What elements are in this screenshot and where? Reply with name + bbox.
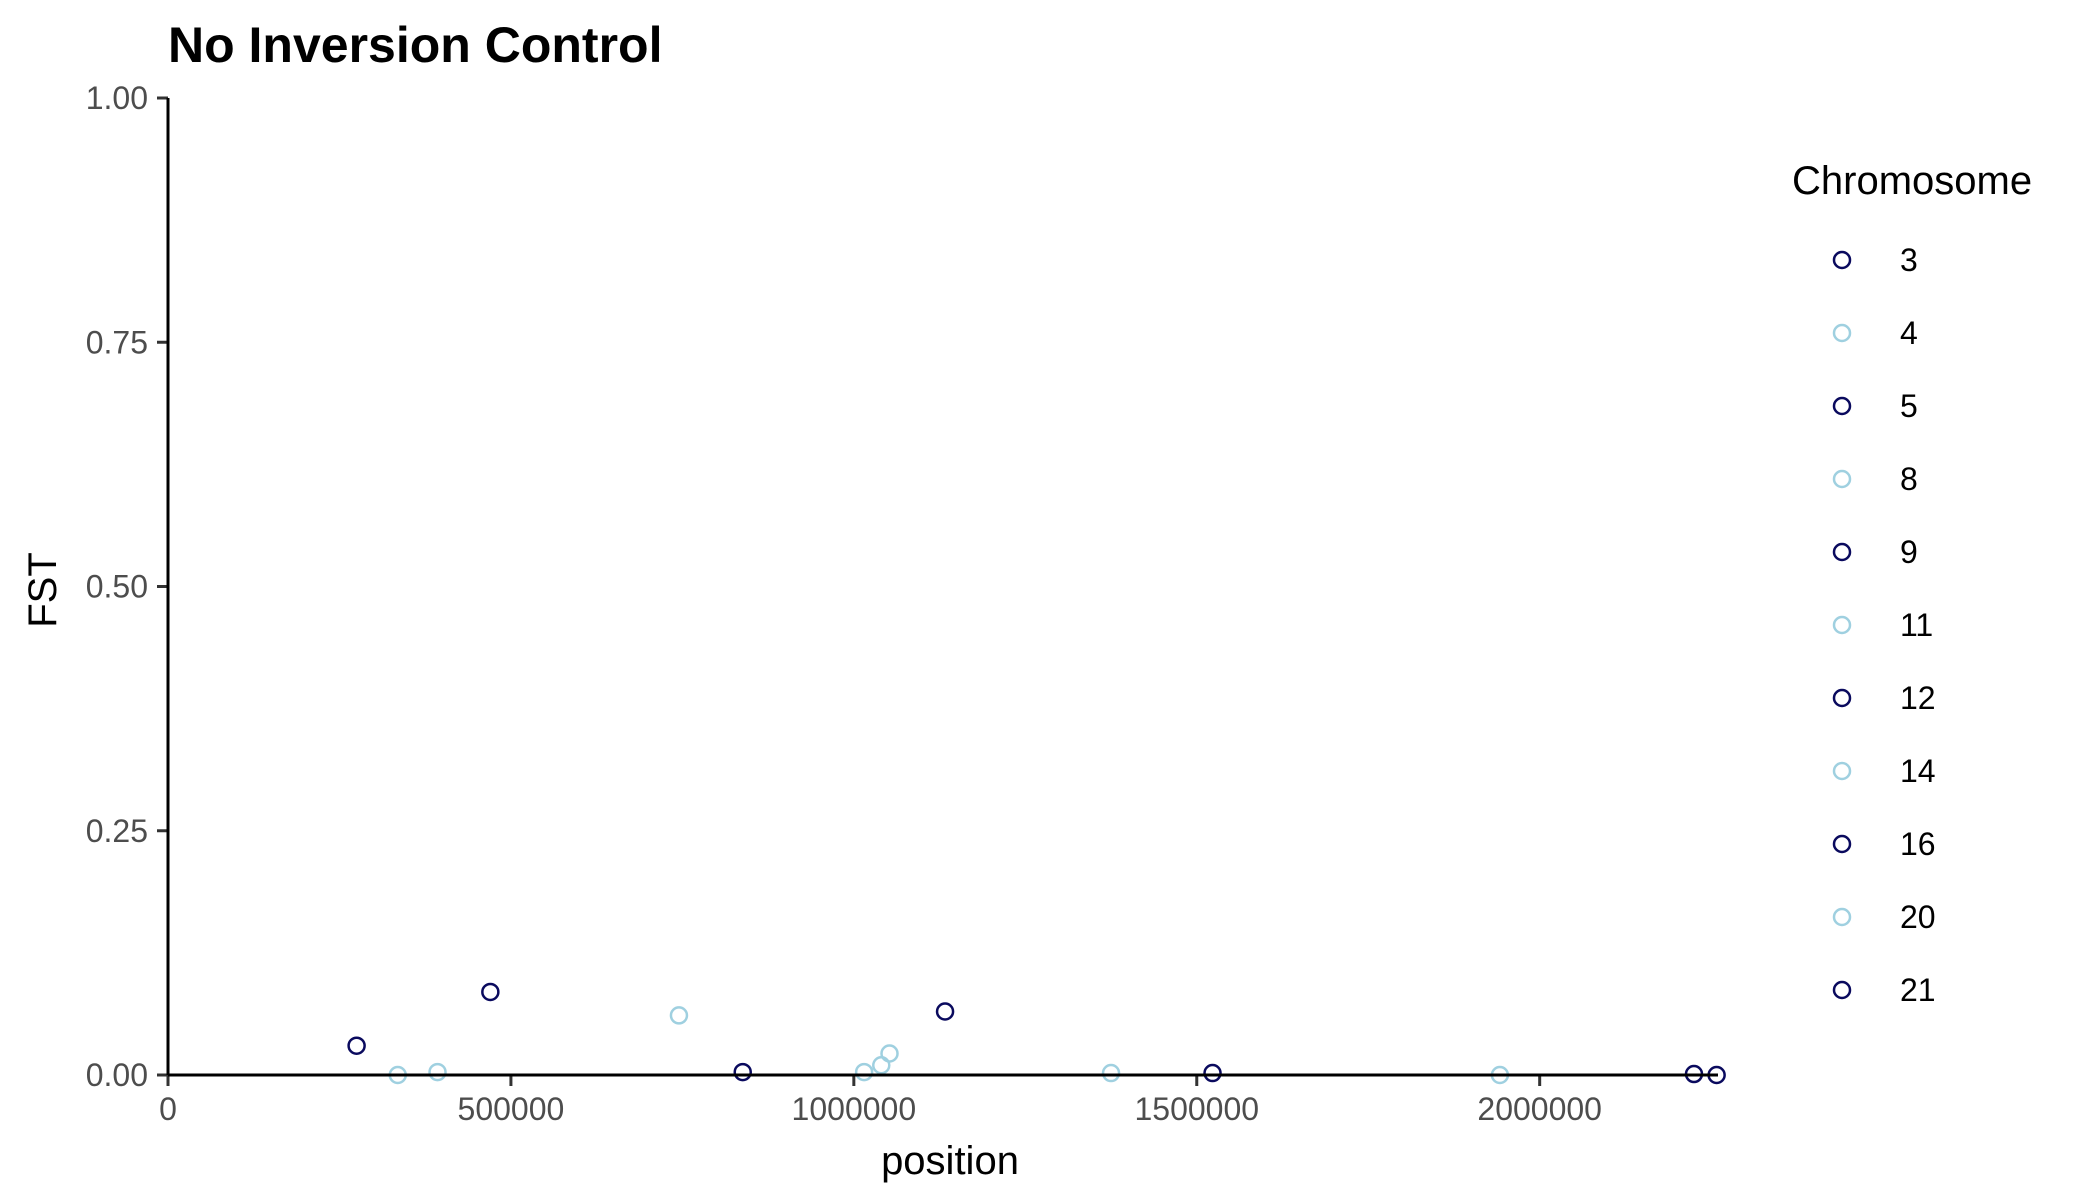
y-tick-label: 0.25 [86, 813, 148, 849]
x-axis-title: position [881, 1139, 1019, 1183]
y-tick-label: 1.00 [86, 80, 148, 116]
legend-key [1832, 834, 1852, 854]
y-tick-label: 0.00 [86, 1057, 148, 1093]
x-axis-ticks: 0 500000 1000000 1500000 2000000 [159, 1075, 1602, 1127]
legend-label: 16 [1900, 826, 1936, 862]
legend-key [1832, 761, 1852, 781]
legend-entries: 3 4 5 8 9 11 12 14 16 20 21 [1832, 242, 1936, 1008]
legend-label: 20 [1900, 899, 1936, 935]
data-point [347, 1036, 366, 1055]
data-point [428, 1062, 447, 1082]
x-tick-label: 2000000 [1477, 1091, 1602, 1127]
legend-label: 11 [1900, 607, 1933, 643]
legend-label: 4 [1900, 315, 1918, 351]
legend-label: 12 [1900, 680, 1936, 716]
data-point [1203, 1063, 1222, 1083]
legend-key [1832, 469, 1852, 489]
y-tick-label: 0.75 [86, 324, 148, 360]
x-tick-label: 500000 [458, 1091, 565, 1127]
y-axis-ticks: 0.00 0.25 0.50 0.75 1.00 [86, 80, 168, 1093]
chart-title: No Inversion Control [168, 17, 662, 73]
y-axis-title: FST [21, 552, 65, 628]
legend-label: 14 [1900, 753, 1936, 789]
legend-label: 3 [1900, 242, 1918, 278]
legend-key [1832, 688, 1852, 708]
legend-key [1832, 396, 1852, 416]
legend-label: 9 [1900, 534, 1918, 570]
data-point [872, 1055, 891, 1075]
legend-key [1832, 542, 1852, 562]
data-point [1101, 1063, 1121, 1083]
x-tick-label: 1500000 [1134, 1091, 1259, 1127]
legend-label: 8 [1900, 461, 1918, 497]
legend-key [1832, 980, 1852, 1000]
data-point [481, 982, 500, 1002]
y-tick-label: 0.50 [86, 569, 148, 605]
data-point [854, 1062, 874, 1082]
legend-title: Chromosome [1792, 159, 2032, 203]
legend: Chromosome 3 4 5 8 9 11 12 14 16 20 21 [1792, 159, 2032, 1008]
data-point [880, 1044, 899, 1063]
legend-label: 21 [1900, 972, 1936, 1008]
data-point [935, 1002, 955, 1021]
data-point [733, 1062, 752, 1082]
x-tick-label: 1000000 [792, 1091, 917, 1127]
legend-key [1832, 323, 1852, 343]
legend-key [1832, 250, 1852, 270]
data-points [347, 982, 1726, 1085]
legend-label: 5 [1900, 388, 1918, 424]
legend-key [1832, 907, 1852, 927]
legend-key [1832, 615, 1852, 635]
data-point [669, 1006, 689, 1025]
x-tick-label: 0 [159, 1091, 177, 1127]
